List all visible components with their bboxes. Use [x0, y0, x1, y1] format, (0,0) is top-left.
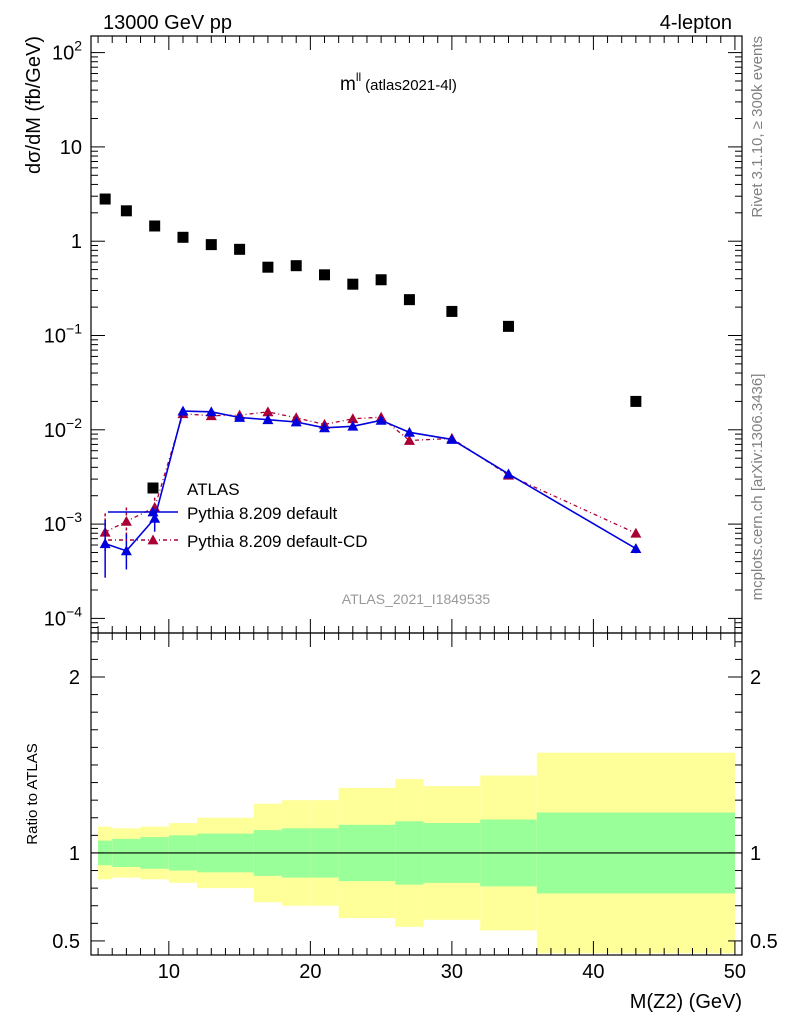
atlas-data-point — [290, 260, 302, 272]
y-tick-exponent: −4 — [66, 603, 82, 619]
ratio-y-tick-label-right: 2 — [750, 667, 761, 689]
ratio-y-tick-label: 0.5 — [52, 931, 80, 953]
y-tick-mantissa: 1 — [71, 231, 82, 253]
legend-label: Pythia 8.209 default-CD — [187, 532, 368, 551]
ratio-y-tick-label-right: 1 — [750, 843, 761, 865]
atlas-data-point — [149, 220, 161, 232]
atlas-data-point — [446, 305, 458, 317]
legend-triangle-marker — [147, 506, 159, 517]
pythia-default-marker — [630, 543, 642, 553]
atlas-data-point — [347, 278, 359, 290]
x-axis-title: M(Z2) (GeV) — [630, 991, 742, 1013]
legend-triangle-marker — [147, 534, 159, 545]
atlas-data-point — [99, 193, 111, 205]
x-tick-label: 10 — [158, 961, 180, 983]
energy-label: 13000 GeV pp — [103, 12, 232, 34]
rivet-label: Rivet 3.1.10, ≥ 300k events — [749, 36, 766, 218]
pythia-default-marker — [290, 416, 302, 427]
ratio-y-tick-label: 2 — [69, 667, 80, 689]
y-tick-exponent: 2 — [74, 38, 82, 54]
pythia-default-marker — [502, 468, 514, 479]
pythia-default-marker — [234, 412, 246, 422]
pythia-default-cd-marker — [120, 515, 132, 526]
ratio-uncertainty-bands — [91, 752, 742, 954]
main-y-axis-title: dσ/dM (fb/GeV) — [23, 36, 45, 174]
atlas-data-point — [403, 294, 415, 306]
y-tick-exponent: −3 — [66, 509, 82, 525]
y-tick-label: 10−4 — [44, 603, 82, 630]
plot-title-sub: (atlas2021-4l) — [365, 77, 457, 94]
pythia-default-marker — [205, 406, 217, 417]
pythia-default-marker — [262, 414, 274, 425]
ratio-y-axis-title: Ratio to ATLAS — [24, 743, 41, 844]
legend-label: Pythia 8.209 default — [187, 504, 338, 523]
y-tick-mantissa: 10 — [44, 608, 66, 630]
pythia-default-cd-marker — [262, 406, 274, 417]
pythia-default-marker — [319, 422, 331, 433]
x-tick-label: 30 — [441, 961, 463, 983]
x-tick-label: 20 — [299, 961, 321, 983]
y-tick-mantissa: 10 — [44, 514, 66, 536]
y-tick-label: 10−1 — [44, 320, 82, 347]
mcplots-label: mcplots.cern.ch [arXiv:1306.3436] — [749, 374, 766, 601]
legend-label: ATLAS — [187, 480, 240, 499]
y-tick-mantissa: 10 — [44, 420, 66, 442]
pythia-default-marker — [375, 414, 387, 425]
y-tick-label: 10−2 — [44, 415, 82, 442]
y-tick-exponent: −2 — [66, 415, 82, 431]
y-tick-exponent: −1 — [66, 320, 82, 336]
plot-title: mll (atlas2021-4l) — [340, 70, 457, 95]
y-tick-label: 10 — [60, 137, 82, 159]
y-tick-label: 102 — [52, 38, 82, 65]
y-tick-mantissa: 10 — [60, 137, 82, 159]
main-panel-marks — [99, 193, 642, 578]
y-tick-mantissa: 10 — [52, 43, 74, 65]
process-label: 4-lepton — [660, 12, 732, 34]
pythia-default-marker — [446, 433, 458, 444]
pythia-default-marker — [149, 512, 161, 523]
ratio-panel-frame — [90, 632, 743, 956]
pythia-default-cd-marker — [403, 435, 415, 445]
atlas-data-point — [319, 269, 331, 281]
y-tick-label: 10−3 — [44, 509, 82, 536]
pythia-default-marker — [99, 538, 111, 549]
plot-title-main: m — [340, 74, 356, 95]
atlas-data-point — [502, 320, 514, 332]
legend: ATLAS Pythia 8.209 default Pythia 8.209 de… — [108, 480, 368, 551]
atlas-data-point — [375, 274, 387, 286]
atlas-data-point — [262, 261, 274, 273]
x-tick-label: 40 — [582, 961, 604, 983]
ratio-y-tick-label-right: 0.5 — [750, 931, 778, 953]
pythia-default-marker — [177, 405, 189, 416]
ratio-y-tick-label: 1 — [69, 843, 80, 865]
plot-title-sup: ll — [356, 70, 361, 84]
ratio-axis-ticks: 0.5 0.5 1 1 2 2 10 20 30 40 50 — [52, 633, 778, 983]
pythia-default-marker — [403, 426, 415, 437]
pythia-default-cd-marker — [630, 527, 642, 538]
pythia-default-marker — [120, 545, 132, 556]
analysis-id-label: ATLAS_2021_I1849535 — [342, 591, 491, 607]
atlas-data-point — [630, 395, 642, 407]
atlas-data-point — [205, 239, 217, 251]
y-tick-label: 1 — [71, 231, 82, 253]
y-tick-mantissa: 10 — [44, 325, 66, 347]
x-tick-label: 50 — [724, 961, 746, 983]
pythia-default-cd-marker — [347, 413, 359, 424]
pythia-default-marker — [347, 420, 359, 431]
atlas-data-point — [234, 243, 246, 255]
atlas-data-point — [177, 231, 189, 243]
atlas-data-point — [120, 205, 132, 217]
legend-atlas-marker — [147, 482, 159, 494]
